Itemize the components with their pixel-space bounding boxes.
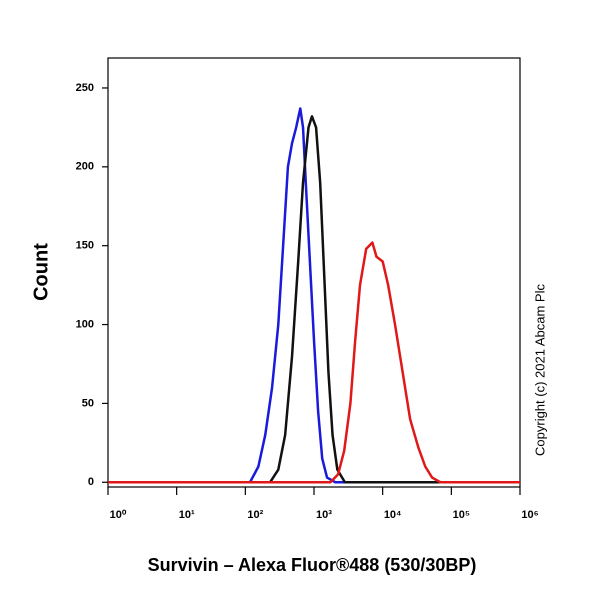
x-tick-label: 10²: [247, 509, 263, 521]
copyright-note: Copyright (c) 2021 Abcam Plc: [532, 284, 547, 456]
y-tick-label: 0: [88, 476, 94, 488]
x-axis-label: Survivin – Alexa Fluor®488 (530/30BP): [148, 555, 477, 575]
y-tick-label: 200: [76, 161, 94, 173]
histogram-line: [108, 107, 520, 484]
histogram-line: [108, 115, 520, 484]
x-tick-label: 10⁶: [521, 509, 538, 521]
y-axis-label: Count: [30, 243, 52, 301]
x-tick-label: 10⁵: [453, 509, 470, 521]
histogram-line: [108, 241, 520, 484]
y-tick-label: 250: [76, 82, 94, 94]
x-tick-label: 10⁴: [384, 509, 402, 521]
x-tick-label: 10³: [316, 509, 332, 521]
x-tick-label: 10⁰: [110, 509, 127, 521]
x-tick-label: 10¹: [179, 509, 195, 521]
y-tick-label: 50: [82, 397, 94, 409]
y-tick-label: 100: [76, 318, 94, 330]
y-tick-label: 150: [76, 240, 94, 252]
